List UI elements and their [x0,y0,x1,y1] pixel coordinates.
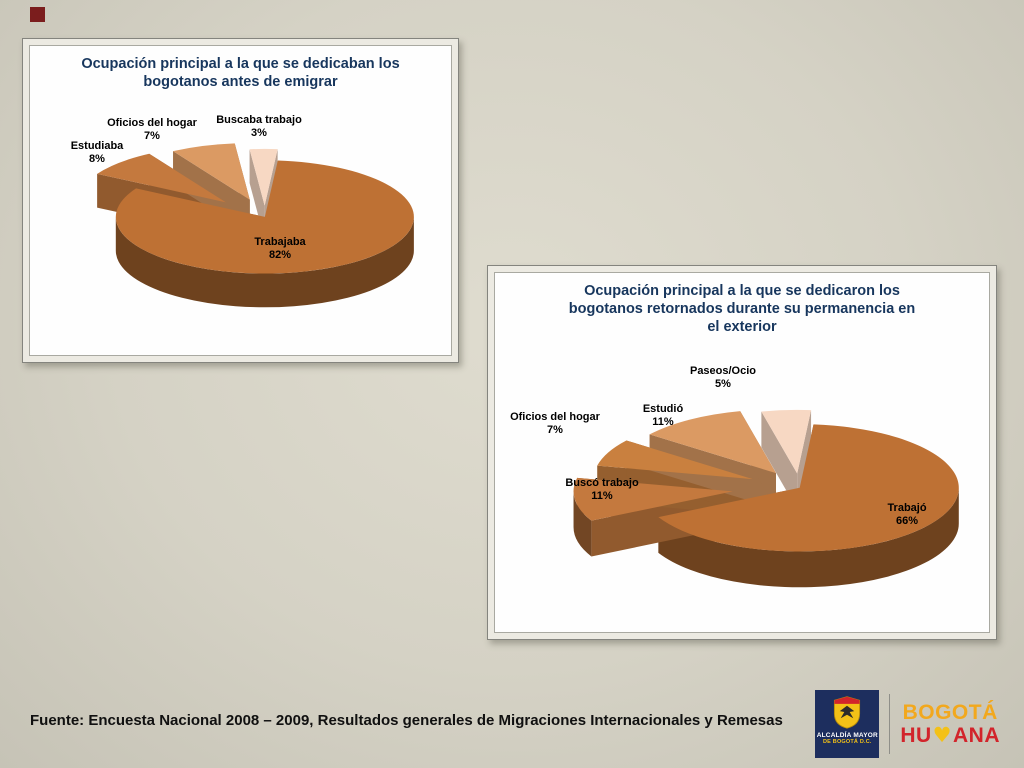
chart1-title-line2: bogotanos antes de emigrar [143,74,338,90]
chart1-title: Ocupación principal a la que se dedicaba… [30,55,451,91]
chart2-title-line3: el exterior [707,319,777,335]
pie-slice-top [761,409,812,474]
bogota-humana-word-bottom: HU♥ANA [900,724,1000,747]
pie-slice-top [115,160,414,274]
pie-slice-label: Trabajó 66% [887,502,927,527]
chart-frame-antes-de-emigrar: Ocupación principal a la que se dedicaba… [22,38,459,363]
pie-slice-top [573,477,733,521]
pie-slice-top [649,411,776,474]
pie-slice-top [658,424,959,552]
pie-slice-side [761,411,798,510]
pie-slice-top [597,440,753,480]
alcaldia-text-line2: DE BOGOTÁ D.C. [823,739,872,745]
chart-frame-retornados: Ocupación principal a la que se dedicaro… [487,265,997,640]
pie-slice-rim [115,216,414,308]
humana-prefix: HU [900,723,932,747]
pie-slice-label: Oficios del hogar 7% [510,411,600,436]
pie-chart-retornados [573,409,959,588]
pie-slice-top [97,153,226,203]
pie-slice-rim [658,487,959,588]
pie-slice-top [173,143,250,200]
bogota-crest-icon [834,696,861,729]
pie-slice-label: Paseos/Ocio 5% [689,365,757,390]
source-footnote: Fuente: Encuesta Nacional 2008 – 2009, R… [30,712,783,729]
pie-slice-label: Trabajaba 82% [254,236,306,261]
alcaldia-mayor-logo: ALCALDÍA MAYOR DE BOGOTÁ D.C. [815,690,880,758]
pie-slice-label: Oficios del hogar 7% [107,117,197,142]
pie-slice-rim [573,491,592,557]
chart1-labels: Trabajaba 82% Estudiaba 8% Oficios del hogar… [30,46,451,355]
alcaldia-text-line1: ALCALDÍA MAYOR [816,732,878,739]
chart1-title-line1: Ocupación principal a la que se dedicaba… [81,56,400,72]
heart-icon: ♥ [932,722,952,747]
pie-slice-label: Buscaba trabajo 3% [216,114,302,139]
pie-slice-top [249,148,278,206]
pie-chart-antes-de-emigrar [97,143,414,308]
chart2-title: Ocupación principal a la que se dedicaro… [495,282,989,336]
chart2-title-line2: bogotanos retornados durante su permanen… [568,301,916,317]
chart2-labels: Trabajó 66% Buscó trabajo 11% Oficios del ho… [495,273,989,632]
bogota-humana-logo: BOGOTÁ HU♥ANA [900,700,1000,747]
chart-area-antes-de-emigrar: Ocupación principal a la que se dedicaba… [29,45,452,356]
pie-slice-label: Estudió 11% [642,403,684,428]
pie-slice-label: Buscó trabajo 11% [565,477,639,502]
pie-slice-label: Estudiaba 8% [70,140,124,165]
humana-suffix: ANA [953,723,1000,747]
corner-accent-square [30,7,45,22]
logo-row: ALCALDÍA MAYOR DE BOGOTÁ D.C. BOGOTÁ HU♥… [815,690,1000,758]
logo-divider [889,694,891,754]
chart-area-retornados: Ocupación principal a la que se dedicaro… [494,272,990,633]
chart2-title-line1: Ocupación principal a la que se dedicaro… [584,283,900,299]
bogota-humana-word-top: BOGOTÁ [902,700,998,724]
